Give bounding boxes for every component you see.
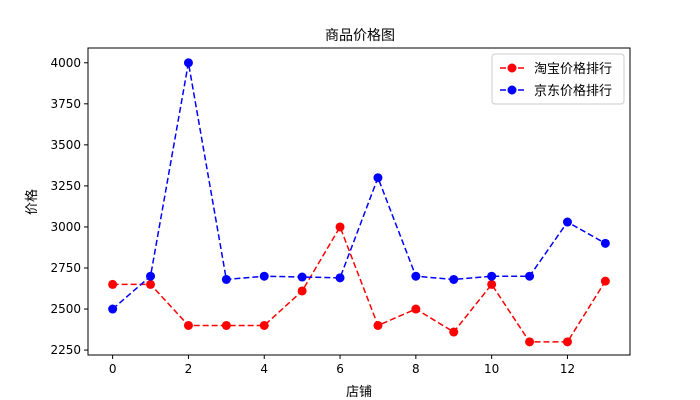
- series-1-point: [108, 304, 118, 314]
- legend-entry-label: 淘宝价格排行: [534, 61, 612, 77]
- x-tick-label: 10: [484, 362, 499, 376]
- plot-frame: [87, 47, 631, 356]
- x-axis-label: 店铺: [346, 385, 372, 400]
- series-0-point: [487, 279, 497, 289]
- series-1-point: [259, 271, 269, 281]
- series-line-1: [112, 62, 606, 310]
- y-axis-label: 价格: [24, 189, 40, 215]
- series-1-point: [525, 271, 535, 281]
- series-0-point: [525, 337, 535, 347]
- legend-box: [491, 53, 625, 105]
- series-0-point: [259, 320, 269, 330]
- series-0-point: [297, 286, 307, 296]
- series-1-point: [183, 58, 193, 68]
- series-1-point: [411, 271, 421, 281]
- series-1-point: [562, 217, 572, 227]
- series-1-point: [449, 274, 459, 284]
- series-0-point: [600, 276, 610, 286]
- series-0-point: [373, 320, 383, 330]
- series-0-point: [335, 222, 345, 232]
- legend-entry-label: 京东价格排行: [534, 83, 612, 99]
- y-tick-label: 3500: [50, 138, 81, 152]
- series-0-point: [449, 327, 459, 337]
- series-0-point: [562, 337, 572, 347]
- series-1-point: [221, 274, 231, 284]
- series-1-point: [373, 173, 383, 183]
- series-1-point: [600, 238, 610, 248]
- x-axis: 0 2 4 6 8 10 12: [109, 355, 575, 376]
- y-tick-label: 3750: [50, 97, 81, 111]
- y-tick-label: 4000: [50, 56, 81, 70]
- x-tick-label: 8: [412, 362, 420, 376]
- legend-marker: [507, 85, 517, 95]
- y-tick-label: 3000: [50, 220, 81, 234]
- x-tick-label: 4: [260, 362, 268, 376]
- series-1-point: [487, 271, 497, 281]
- legend-marker: [507, 63, 517, 73]
- x-tick-label: 12: [560, 362, 575, 376]
- series-layer: [108, 58, 610, 347]
- x-tick-label: 0: [109, 362, 117, 376]
- x-tick-label: 2: [185, 362, 193, 376]
- series-0-point: [411, 304, 421, 314]
- y-tick-label: 2250: [50, 343, 81, 357]
- series-0-point: [221, 320, 231, 330]
- series-0-point: [183, 320, 193, 330]
- series-0-point: [146, 279, 156, 289]
- series-1-point: [297, 272, 307, 282]
- y-tick-label: 2750: [50, 261, 81, 275]
- series-0-point: [108, 279, 118, 289]
- series-1-point: [335, 273, 345, 283]
- x-tick-label: 6: [336, 362, 344, 376]
- y-tick-label: 3250: [50, 179, 81, 193]
- y-axis: 2250 2500 2750 3000 3250 3500 3750 4000: [50, 56, 88, 357]
- series-line-0: [112, 225, 606, 343]
- series-1-point: [146, 271, 156, 281]
- chart-title: 商品价格图: [325, 28, 395, 44]
- y-tick-label: 2500: [50, 302, 81, 316]
